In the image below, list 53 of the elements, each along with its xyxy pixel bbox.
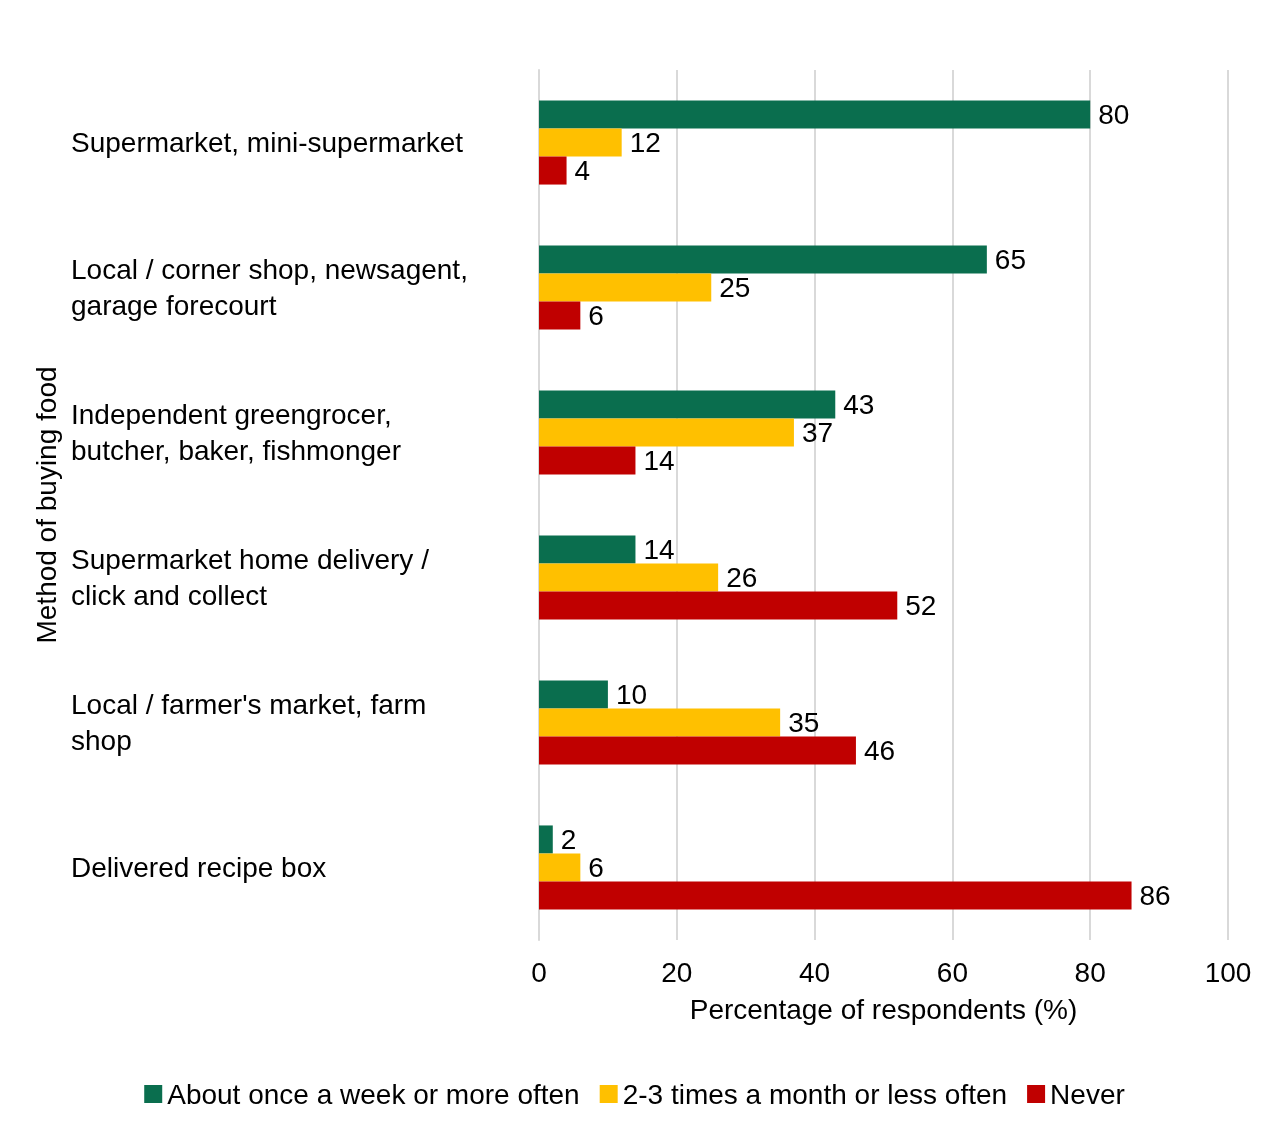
bar (539, 563, 719, 592)
data-label: 6 (588, 300, 604, 332)
x-tick-label: 40 (799, 956, 831, 988)
data-label: 52 (905, 590, 937, 622)
y-tick-label: Independent greengrocer, butcher, baker, fishmonger (71, 399, 401, 466)
legend-label: 2-3 times a month or less often (622, 1078, 1008, 1110)
bar (539, 390, 836, 419)
y-tick-label: Local / corner shop, newsagent, garage forecourt (71, 254, 476, 321)
bar (539, 301, 581, 330)
x-tick-label: 0 (531, 956, 547, 988)
data-label: 65 (994, 243, 1027, 275)
data-label: 12 (629, 127, 661, 158)
bar (539, 881, 1132, 910)
data-label: 14 (643, 533, 675, 565)
data-label: 6 (588, 852, 604, 883)
data-label: 14 (643, 445, 675, 477)
y-tick-label: Supermarket, mini-supermarket (71, 127, 464, 158)
y-axis-title: Method of buying food (30, 366, 62, 644)
bar (539, 156, 567, 185)
bar (539, 245, 987, 274)
data-label: 4 (574, 155, 591, 187)
x-tick-label: 100 (1204, 956, 1252, 988)
bar (539, 708, 781, 737)
bar (539, 273, 712, 302)
bar (539, 128, 622, 157)
x-tick-label: 60 (936, 956, 968, 988)
x-axis-title: Percentage of respondents (%) (689, 993, 1078, 1025)
data-label: 26 (726, 562, 758, 593)
legend-label: Never (1050, 1078, 1125, 1110)
x-tick-label: 20 (661, 956, 693, 988)
data-label: 35 (788, 707, 820, 738)
bar (539, 100, 1091, 129)
bar (539, 825, 553, 854)
data-label: 2 (560, 823, 577, 855)
bar (539, 680, 608, 709)
bar (539, 446, 636, 475)
bar (539, 853, 581, 882)
bar (539, 591, 898, 620)
bar (539, 535, 636, 564)
data-label: 46 (863, 735, 896, 767)
x-tick-label: 80 (1074, 956, 1106, 988)
data-label: 86 (1139, 880, 1171, 912)
data-label: 80 (1098, 98, 1130, 130)
y-tick-label: Delivered recipe box (71, 852, 327, 883)
bar (539, 418, 794, 447)
data-label: 37 (801, 417, 834, 448)
data-label: 43 (843, 388, 875, 420)
legend-label: About once a week or more often (167, 1078, 580, 1110)
bar (539, 736, 856, 765)
y-tick-label: Supermarket home delivery / click and collect (71, 544, 437, 611)
y-tick-label: Local / farmer's market, farm shop (71, 689, 435, 756)
data-label: 25 (719, 272, 751, 303)
data-label: 10 (615, 678, 648, 710)
